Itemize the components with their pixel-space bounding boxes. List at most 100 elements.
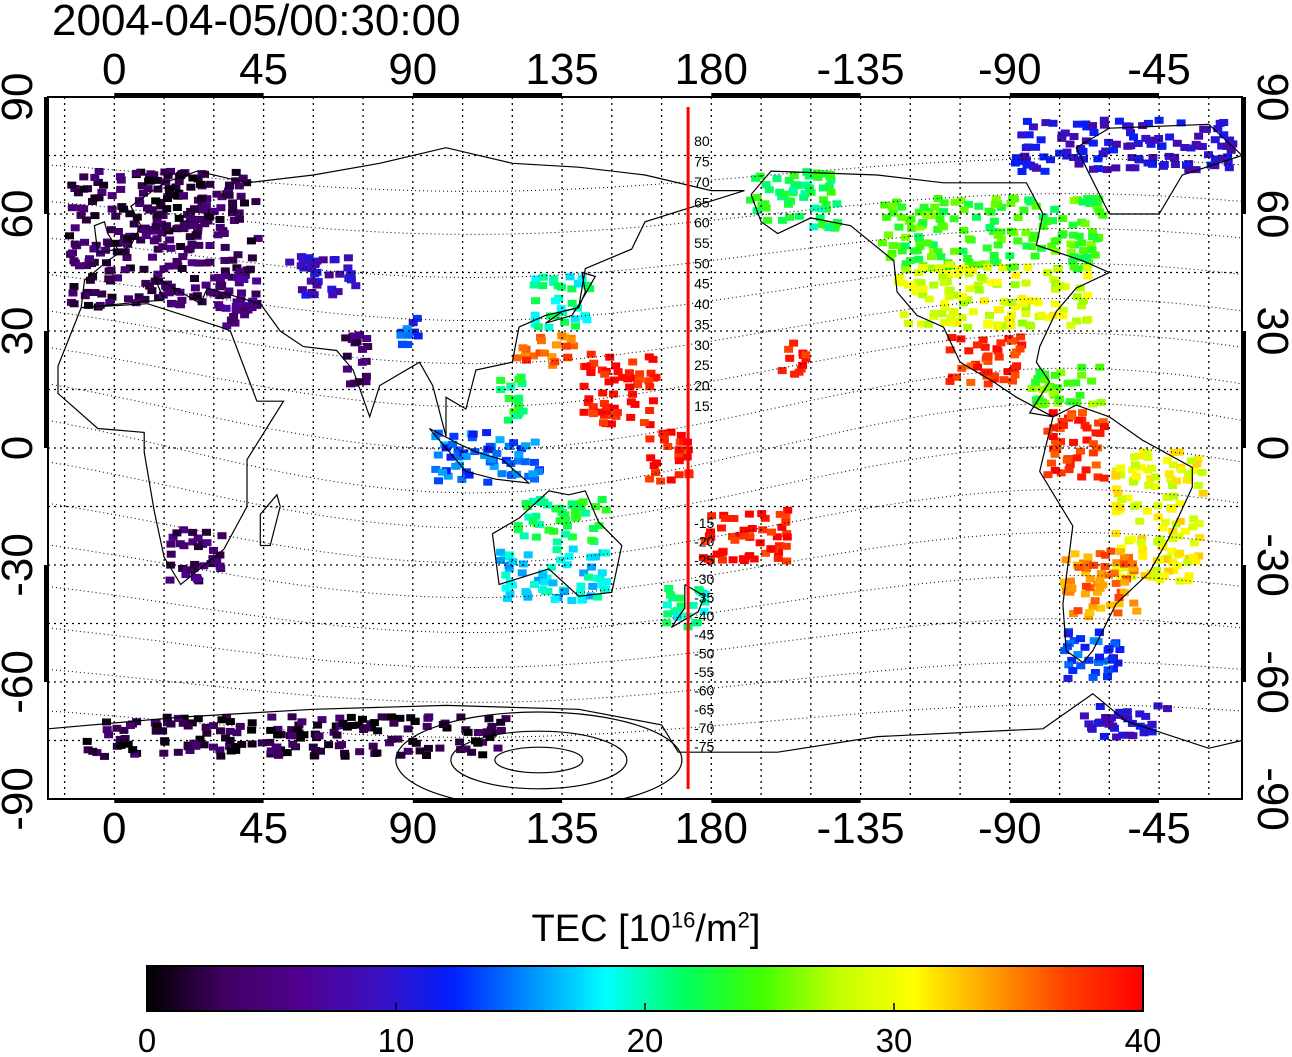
tec-cell (645, 435, 655, 443)
tec-cell (767, 528, 776, 536)
tec-cell (177, 265, 187, 272)
tec-cell (940, 318, 950, 326)
tec-region-east-china-sea (512, 332, 578, 369)
tec-cell (1053, 399, 1063, 407)
tec-cell (1007, 298, 1017, 306)
tec-cell (266, 747, 276, 755)
tec-cell (894, 274, 904, 282)
tec-cell (821, 201, 831, 208)
tec-cell (978, 336, 988, 344)
tec-cell (1099, 474, 1109, 482)
tec-cell (563, 522, 572, 530)
tec-cell (1175, 500, 1185, 508)
tec-cell (565, 273, 575, 281)
tec-cell (1069, 438, 1078, 446)
tec-cell (1125, 731, 1135, 739)
tec-cell (628, 390, 638, 398)
tec-cell (1048, 311, 1058, 319)
tec-cell (798, 361, 808, 369)
tec-cell (115, 735, 125, 743)
tec-cell (1122, 708, 1132, 716)
tec-cell (549, 527, 559, 535)
tec-cell (673, 607, 682, 614)
tec-cell (160, 168, 170, 176)
tec-cell (94, 194, 104, 202)
tec-cell (581, 509, 591, 517)
tec-cell (1068, 221, 1078, 229)
tec-cell (555, 517, 565, 525)
tec-cell (1191, 557, 1201, 565)
tec-cell (225, 727, 235, 735)
tec-cell (1073, 607, 1083, 615)
tec-cell (1108, 722, 1118, 730)
tec-cell (128, 746, 138, 754)
tec-cell (1104, 138, 1114, 146)
tec-cell (505, 443, 515, 450)
tec-cell (97, 188, 107, 196)
tec-cell (122, 254, 132, 261)
tec-cell (151, 223, 161, 231)
lat-tick-left: -90 (0, 767, 42, 831)
tec-cell (504, 416, 513, 424)
tec-cell (1192, 460, 1202, 468)
tec-cell (153, 176, 163, 184)
tec-cell (700, 538, 710, 545)
tec-cell (745, 552, 755, 560)
tec-cell (174, 178, 184, 186)
tec-cell (143, 185, 153, 193)
tec-cell (81, 216, 91, 224)
tec-cell (492, 450, 502, 457)
tec-cell (1088, 233, 1098, 241)
tec-cell (531, 533, 541, 541)
tec-cell (534, 468, 544, 475)
tec-cell (831, 221, 841, 229)
tec-cell (1076, 447, 1085, 455)
tec-cell (158, 243, 168, 251)
tec-cell (220, 243, 230, 251)
tec-cell (561, 342, 571, 350)
tec-cell (1168, 558, 1177, 566)
tec-cell (1167, 547, 1176, 555)
tec-cell (158, 291, 168, 299)
tec-region-central-asia (285, 253, 361, 299)
colorbar-tick-label: 40 (1125, 1022, 1162, 1057)
tec-cell (287, 732, 297, 740)
tec-cell (901, 233, 910, 241)
tec-cell (1115, 646, 1125, 653)
tec-cell (1114, 594, 1124, 601)
tec-cell (138, 189, 148, 197)
tec-cell (454, 453, 463, 461)
tec-cell (1175, 577, 1185, 585)
tec-region-alaska (746, 168, 842, 232)
tec-cell (222, 291, 232, 299)
tec-cell (99, 181, 109, 189)
tec-cell (668, 594, 678, 602)
tec-cell (752, 194, 762, 201)
tec-cell (373, 727, 383, 735)
tec-cell (595, 408, 605, 416)
tec-cell (129, 220, 139, 228)
tec-cell (1184, 572, 1194, 580)
tec-cell (314, 732, 324, 740)
tec-cell (149, 227, 159, 235)
tec-cell (354, 721, 364, 729)
tec-cell (517, 380, 527, 388)
tec-cell (217, 716, 227, 724)
tec-cell (194, 241, 204, 249)
tec-region-scandinavia (131, 168, 214, 233)
tec-cell (634, 375, 644, 383)
tec-cell (789, 339, 799, 347)
tec-cell (943, 269, 953, 277)
tec-cell (358, 715, 367, 723)
lat-tick-left: 0 (0, 436, 42, 460)
tec-cell (1176, 119, 1186, 127)
coastline-antarctica (48, 692, 1242, 753)
tec-cell (974, 286, 984, 294)
tec-cell (878, 239, 887, 247)
tec-cell (991, 195, 1001, 203)
tec-cell (363, 343, 373, 350)
tec-cell (916, 279, 926, 287)
tec-cell (1088, 139, 1098, 147)
tec-cell (611, 412, 621, 420)
tec-cell (116, 741, 126, 749)
